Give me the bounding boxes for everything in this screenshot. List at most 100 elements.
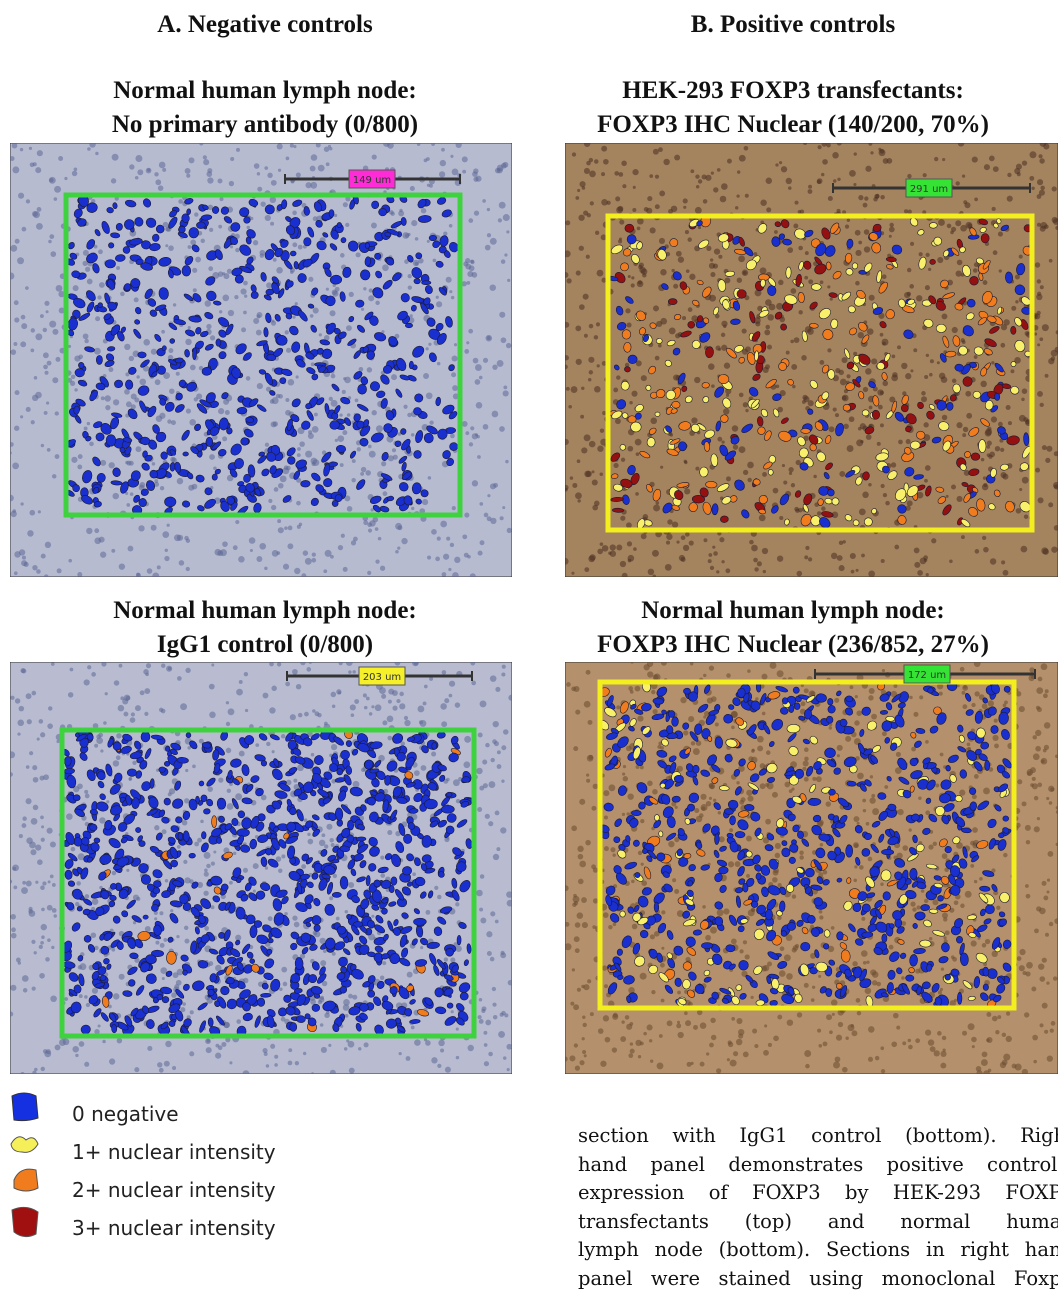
nucleus: [331, 843, 335, 847]
nucleus: [335, 439, 338, 442]
nucleus: [628, 275, 631, 278]
nucleus: [638, 265, 643, 270]
nucleus: [644, 207, 649, 212]
nucleus: [27, 719, 32, 724]
scored-cell: [786, 267, 792, 279]
nucleus: [889, 227, 895, 233]
nucleus: [653, 505, 660, 512]
nucleus: [847, 445, 854, 452]
nucleus: [633, 547, 637, 551]
nucleus: [26, 407, 31, 412]
nucleus: [641, 268, 647, 274]
nucleus: [353, 781, 360, 788]
scored-cell: [216, 339, 221, 347]
nucleus: [256, 556, 262, 562]
nucleus: [635, 439, 642, 446]
nucleus: [204, 926, 209, 931]
nucleus: [72, 1046, 79, 1053]
nucleus: [332, 952, 336, 956]
nucleus: [636, 452, 640, 456]
column-title: B. Positive controls: [528, 8, 1058, 42]
scored-cell: [460, 992, 469, 1000]
nucleus: [972, 157, 978, 163]
nucleus: [864, 196, 868, 200]
nucleus: [40, 732, 45, 737]
nucleus: [1046, 446, 1052, 452]
nucleus: [320, 960, 326, 966]
nucleus: [311, 458, 318, 465]
nucleus: [711, 172, 714, 175]
nucleus: [298, 245, 303, 250]
scored-cell: [978, 440, 986, 453]
nucleus: [173, 303, 176, 306]
scored-cell: [457, 935, 461, 945]
nucleus: [12, 864, 19, 871]
nucleus: [846, 374, 850, 378]
scored-cell: [461, 776, 470, 782]
nucleus: [655, 204, 660, 209]
nucleus: [484, 1061, 489, 1066]
nucleus: [41, 554, 46, 559]
scored-cell: [628, 355, 638, 364]
nucleus: [126, 503, 130, 507]
nucleus: [222, 436, 227, 441]
nucleus: [328, 1044, 331, 1047]
nucleus: [329, 838, 333, 842]
nucleus: [214, 549, 221, 556]
scored-cell: [114, 380, 123, 388]
nucleus: [286, 157, 290, 161]
nucleus: [1039, 337, 1043, 341]
nucleus: [737, 278, 742, 283]
nucleus: [588, 720, 593, 725]
nucleus: [136, 897, 140, 901]
nucleus: [326, 824, 332, 830]
nucleus: [264, 166, 268, 170]
nucleus: [264, 567, 267, 570]
nucleus: [930, 359, 934, 363]
nucleus: [404, 720, 410, 726]
nucleus: [40, 941, 44, 945]
nucleus: [95, 316, 100, 321]
nucleus: [308, 277, 313, 282]
nucleus: [503, 162, 509, 168]
nucleus: [684, 488, 690, 494]
nucleus: [472, 480, 478, 486]
nucleus: [281, 1017, 286, 1022]
nucleus: [1016, 691, 1021, 696]
nucleus: [195, 257, 201, 263]
nucleus: [10, 696, 14, 700]
nucleus: [382, 720, 387, 725]
nucleus: [821, 506, 826, 511]
nucleus: [812, 986, 815, 989]
nucleus: [344, 377, 351, 384]
nucleus: [288, 379, 295, 386]
nucleus: [1037, 292, 1041, 296]
nucleus: [831, 999, 838, 1006]
nucleus: [923, 173, 927, 177]
nucleus: [709, 295, 716, 302]
nucleus: [979, 877, 983, 881]
nucleus: [584, 334, 588, 338]
scored-cell: [391, 877, 398, 886]
nucleus: [880, 391, 884, 395]
nucleus: [710, 927, 717, 934]
nucleus: [829, 426, 835, 432]
nucleus: [26, 837, 33, 844]
nucleus: [450, 155, 453, 158]
nucleus: [951, 484, 956, 489]
nucleus: [881, 559, 885, 563]
nucleus: [507, 1068, 510, 1071]
nucleus: [443, 554, 449, 560]
nucleus: [274, 1063, 278, 1067]
nucleus: [804, 276, 808, 280]
nucleus: [266, 282, 272, 288]
nucleus: [931, 538, 936, 543]
nucleus: [429, 421, 433, 425]
nucleus: [452, 385, 458, 391]
nucleus: [808, 557, 812, 561]
nucleus: [15, 698, 20, 703]
nucleus: [29, 147, 32, 150]
nucleus: [608, 552, 611, 555]
scored-cell: [864, 518, 872, 526]
nucleus: [324, 1013, 329, 1018]
